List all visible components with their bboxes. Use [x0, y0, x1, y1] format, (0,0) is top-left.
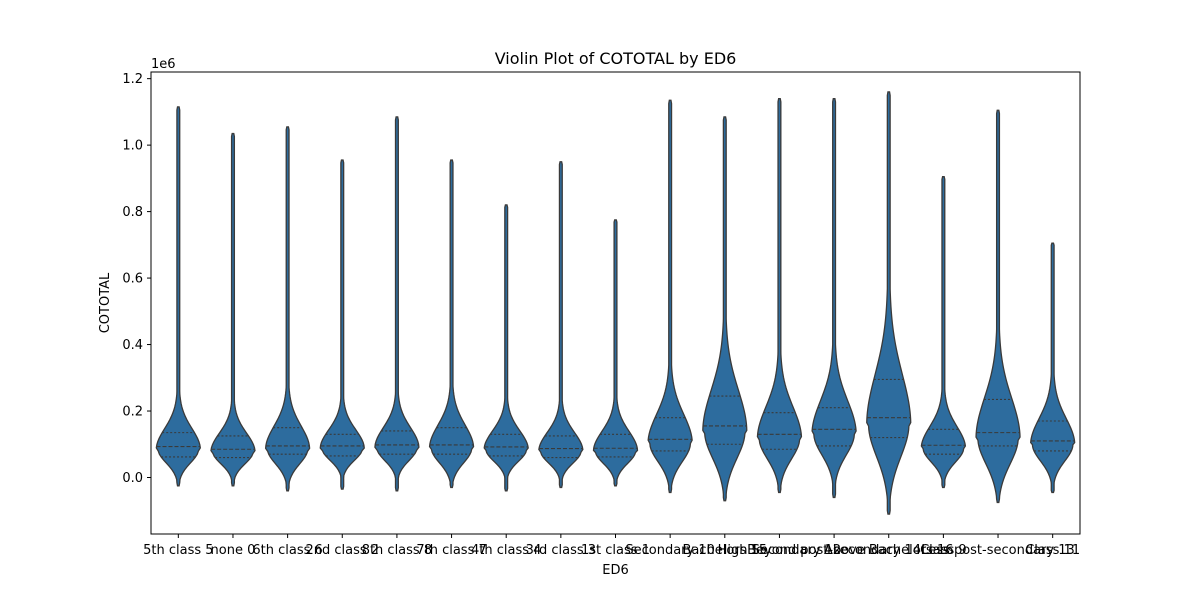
y-tick-label: 0.0 [122, 471, 143, 486]
x-tick-label: Bachelors 15 [682, 543, 767, 558]
x-tick-label: 8th class 8 [362, 543, 432, 558]
x-tick-label: 4th class 4 [471, 543, 541, 558]
x-tick-label: 1st class 1 [581, 543, 650, 558]
x-tick-label: Class 9 [920, 543, 967, 558]
x-tick-label: none 0 [211, 543, 256, 558]
x-tick-label: Class 11 [1025, 543, 1080, 558]
x-tick-label: Beyond post-secondary 14 [747, 543, 921, 558]
x-tick-label: Secondary 10 [625, 543, 715, 558]
chart-title: Violin Plot of COTOTAL by ED6 [495, 49, 737, 68]
y-axis-offset-text: 1e6 [151, 57, 176, 72]
plot-frame [150, 71, 1081, 535]
x-tick-label: Above Bachelors 16 [824, 543, 954, 558]
violin-body [920, 176, 967, 489]
x-tick-label: High Secondary 12 [718, 543, 842, 558]
violin-body [319, 159, 365, 490]
x-tick-label: Less post-secondary 13 [921, 543, 1075, 558]
violin-body [592, 219, 639, 487]
violin-body [374, 116, 420, 492]
y-axis-ticks: 0.0 0.2 0.4 0.6 0.8 1.0 1.2 [122, 72, 151, 486]
y-tick-label: 1.2 [122, 72, 143, 87]
violin-body [975, 109, 1021, 504]
y-tick-label: 0.2 [122, 405, 143, 420]
violin-body [483, 204, 529, 492]
x-tick-label: 6th class 6 [252, 543, 322, 558]
x-tick-label: 7th class 7 [416, 543, 486, 558]
violin-body [428, 159, 475, 489]
y-tick-label: 0.6 [122, 272, 143, 287]
violin-body [155, 106, 201, 487]
violin-body [647, 99, 693, 494]
y-tick-label: 1.0 [122, 139, 143, 154]
y-tick-label: 0.4 [122, 338, 143, 353]
violin-body [1030, 242, 1076, 494]
violin-body [264, 126, 311, 492]
y-axis-label: COTOTAL [98, 272, 113, 333]
violin-body [538, 161, 584, 489]
violin-body [866, 91, 912, 515]
y-tick-label: 0.8 [122, 205, 143, 220]
violin-body [811, 97, 857, 499]
x-axis-label: ED6 [602, 563, 629, 578]
x-tick-label: 5th class 5 [143, 543, 213, 558]
violin-body [702, 116, 748, 502]
x-tick-label: 2nd class 2 [305, 543, 379, 558]
violins-group [155, 91, 1076, 515]
violin-body [756, 97, 803, 494]
violin-body [210, 132, 256, 487]
x-tick-label: 3rd class 3 [526, 543, 596, 558]
